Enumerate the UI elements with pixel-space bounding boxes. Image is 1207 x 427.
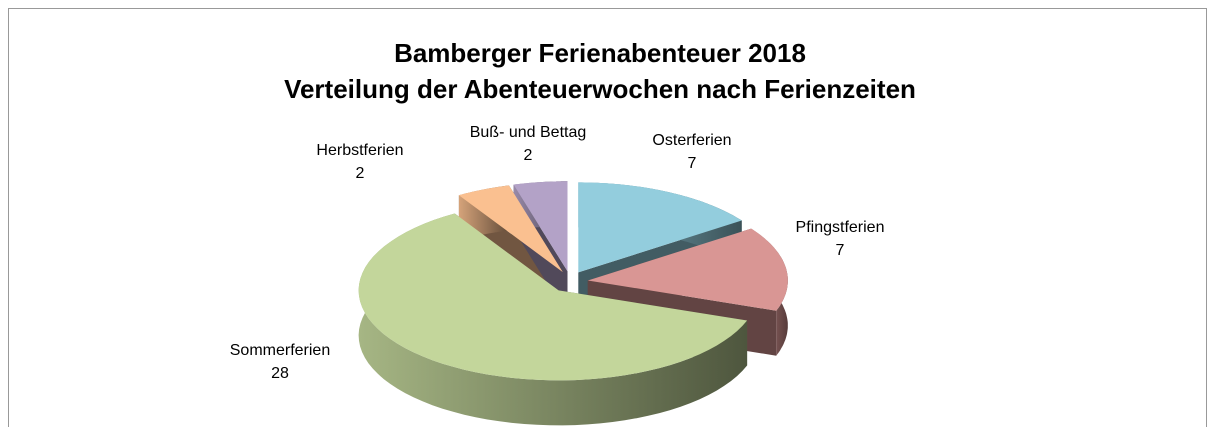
slice-label: Osterferien [652, 132, 731, 149]
slice-label: Sommerferien [230, 342, 330, 359]
slice [513, 181, 568, 272]
chart-title: Verteilung der Abenteuerwochen nach Feri… [284, 74, 916, 104]
slice [358, 213, 748, 381]
slice-label: Herbstferien [316, 142, 403, 159]
slice-value: 28 [271, 365, 289, 382]
slice [587, 228, 788, 311]
slice-label: Pfingstferien [796, 219, 885, 236]
slice-value: 2 [356, 165, 365, 182]
chart-title: Bamberger Ferienabenteuer 2018 [394, 38, 806, 68]
slice-value: 2 [524, 147, 533, 164]
slice-value: 7 [688, 155, 697, 172]
slice [578, 182, 742, 273]
slice-value: 7 [836, 242, 845, 259]
slice-label: Buß- und Bettag [470, 124, 587, 141]
slice-wall [358, 213, 748, 426]
slice [458, 185, 563, 273]
